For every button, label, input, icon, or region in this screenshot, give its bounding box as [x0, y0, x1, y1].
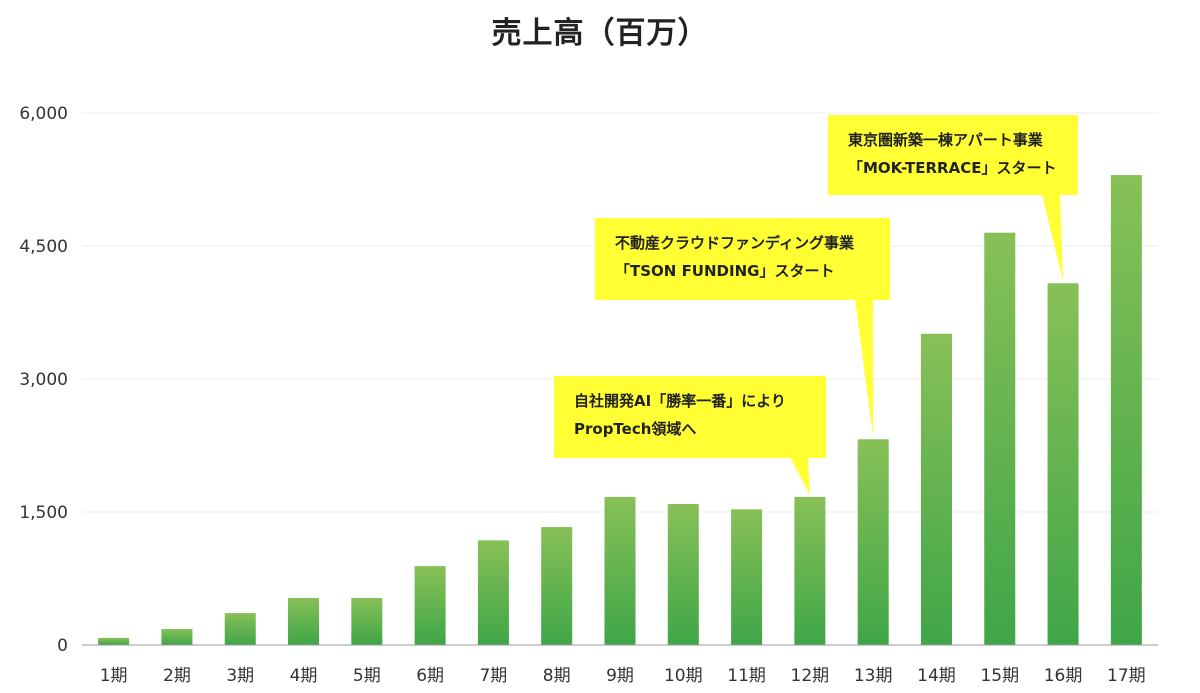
annotation-text: 不動産クラウドファンディング事業: [615, 234, 855, 252]
bar: [604, 496, 636, 645]
callout-box: [828, 115, 1078, 195]
x-tick-label: 10期: [664, 666, 703, 686]
annotation-text: 自社開発AI「勝率一番」により: [574, 392, 786, 410]
y-tick-label: 4,500: [19, 237, 68, 257]
bar: [1110, 175, 1142, 646]
x-tick-label: 5期: [353, 666, 381, 686]
x-tick-label: 14期: [917, 666, 956, 686]
bar: [477, 540, 509, 645]
bar: [224, 613, 256, 645]
x-tick-label: 15期: [980, 666, 1019, 686]
callout-box: [554, 376, 826, 458]
annotation-callout: 東京圏新築一棟アパート事業「MOK-TERRACE」スタート: [828, 115, 1078, 282]
bar: [98, 637, 130, 645]
x-tick-label: 12期: [791, 666, 830, 686]
annotation-text: 「TSON FUNDING」スタート: [615, 262, 834, 280]
bar: [414, 566, 446, 645]
y-tick-label: 0: [57, 636, 68, 656]
chart-title: 売上高（百万）: [491, 16, 709, 51]
bar: [1047, 283, 1079, 645]
annotation-text: 東京圏新築一棟アパート事業: [848, 131, 1044, 149]
bar: [161, 629, 193, 645]
x-tick-label: 1期: [100, 666, 128, 686]
x-tick-label: 4期: [290, 666, 318, 686]
y-tick-label: 1,500: [19, 503, 68, 523]
callout-pointer: [790, 457, 810, 495]
callout-pointer: [855, 299, 874, 438]
y-tick-label: 3,000: [19, 370, 68, 390]
x-tick-label: 3期: [226, 666, 254, 686]
x-tick-label: 2期: [163, 666, 191, 686]
bar: [920, 333, 952, 645]
bar: [667, 504, 699, 645]
annotation-text: 「MOK-TERRACE」スタート: [848, 159, 1056, 177]
y-tick-label: 6,000: [19, 104, 68, 124]
bar: [794, 496, 826, 645]
bar: [984, 232, 1016, 645]
annotation-callout: 自社開発AI「勝率一番」により PropTech領域へ: [554, 376, 826, 495]
bar: [731, 509, 763, 645]
x-tick-label: 16期: [1044, 666, 1083, 686]
x-tick-label: 17期: [1107, 666, 1146, 686]
annotation-text: PropTech領域へ: [574, 420, 696, 438]
x-tick-label: 13期: [854, 666, 893, 686]
x-tick-label: 6期: [416, 666, 444, 686]
callout-box: [595, 218, 890, 300]
callout-pointer: [1042, 194, 1064, 282]
x-tick-label: 8期: [543, 666, 571, 686]
bar: [857, 439, 889, 645]
bar: [288, 598, 320, 645]
x-tick-label: 9期: [606, 666, 634, 686]
x-tick-label: 11期: [727, 666, 766, 686]
annotation-callout: 不動産クラウドファンディング事業「TSON FUNDING」スタート: [595, 218, 890, 438]
bar: [541, 527, 573, 645]
bar: [351, 598, 383, 645]
x-tick-label: 7期: [479, 666, 507, 686]
